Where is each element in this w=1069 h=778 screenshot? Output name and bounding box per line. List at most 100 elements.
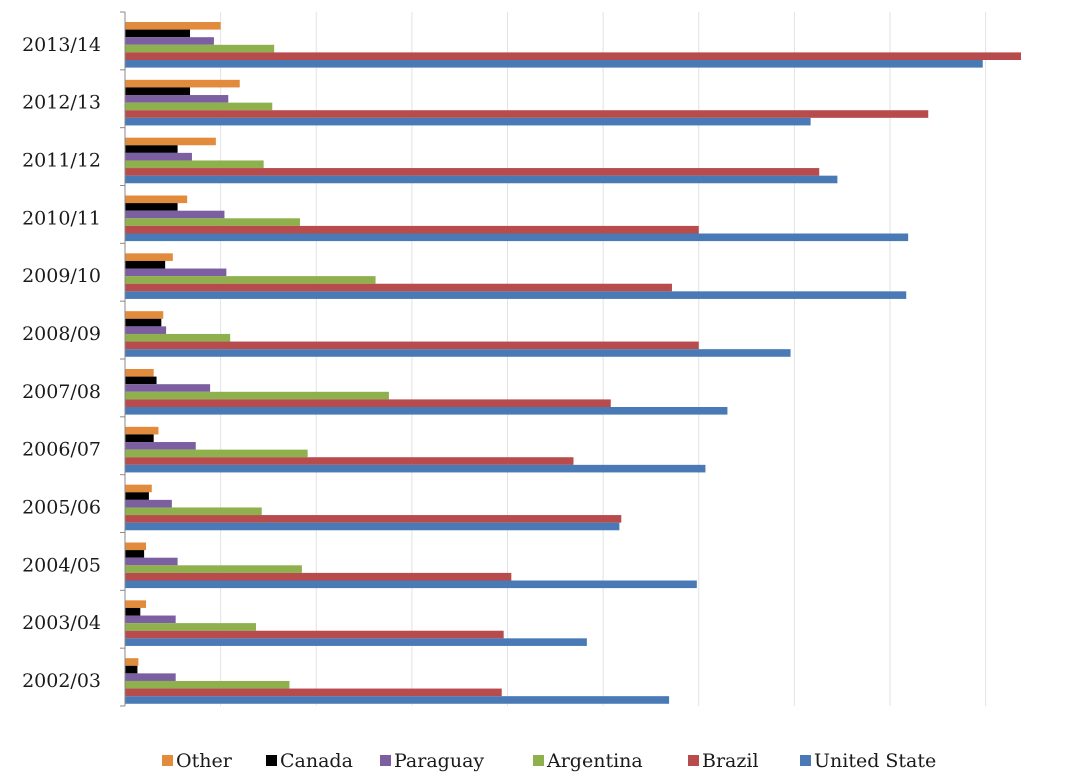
bar-other-2005-06 (125, 484, 152, 493)
bar-united-state-2005-06 (125, 522, 620, 531)
category-label: 2002/03 (22, 670, 101, 692)
category-label: 2013/14 (22, 34, 101, 56)
bar-argentina-2002-03 (125, 680, 290, 689)
bar-canada-2006-07 (125, 434, 154, 443)
bar-brazil-2008-09 (125, 341, 699, 350)
category-label: 2008/09 (22, 323, 101, 345)
bar-other-2007-08 (125, 369, 154, 377)
category-label: 2011/12 (22, 149, 101, 171)
legend-label-other: Other (176, 750, 233, 772)
legend-swatch-argentina (533, 755, 544, 766)
category-label: 2006/07 (22, 439, 101, 461)
bar-paraguay-2005-06 (125, 499, 172, 508)
bar-united-state-2004-05 (125, 580, 697, 589)
bar-other-2003-04 (125, 600, 147, 608)
bar-canada-2007-08 (125, 376, 157, 385)
bar-paraguay-2006-07 (125, 442, 196, 450)
bar-canada-2002-03 (125, 665, 138, 674)
legend-swatch-brazil (688, 755, 699, 766)
bar-brazil-2005-06 (125, 515, 622, 523)
legend: Other Canada Paraguay Argentina Brazil United… (162, 750, 936, 772)
legend-swatch-united-state (800, 755, 811, 766)
bar-paraguay-2009-10 (125, 268, 227, 277)
bar-paraguay-2004-05 (125, 557, 178, 566)
bar-united-state-2003-04 (125, 638, 587, 646)
bar-united-state-2006-07 (125, 464, 706, 473)
bar-canada-2005-06 (125, 492, 149, 500)
legend-swatch-other (162, 755, 173, 766)
bar-argentina-2008-09 (125, 333, 231, 342)
legend-label-paraguay: Paraguay (394, 750, 484, 772)
bar-argentina-2005-06 (125, 507, 262, 516)
bar-brazil-2009-10 (125, 283, 672, 292)
bars (125, 22, 1021, 704)
bar-paraguay-2007-08 (125, 384, 211, 392)
bar-argentina-2003-04 (125, 623, 257, 631)
bar-other-2002-03 (125, 658, 139, 666)
gridlines (220, 12, 987, 706)
bar-brazil-2013-14 (125, 52, 1021, 60)
bar-argentina-2012-13 (125, 102, 273, 111)
legend-label-argentina: Argentina (546, 750, 643, 772)
bar-united-state-2010-11 (125, 233, 909, 242)
bar-united-state-2008-09 (125, 349, 791, 357)
bar-argentina-2006-07 (125, 449, 308, 458)
bar-other-2012-13 (125, 79, 240, 88)
bar-other-2013-14 (125, 22, 221, 30)
legend-swatch-paraguay (380, 755, 391, 766)
bar-brazil-2004-05 (125, 572, 512, 581)
bar-canada-2011-12 (125, 145, 178, 153)
legend-label-brazil: Brazil (702, 750, 759, 772)
bar-united-state-2007-08 (125, 407, 728, 415)
bar-canada-2010-11 (125, 203, 178, 211)
bar-paraguay-2013-14 (125, 37, 214, 45)
bar-brazil-2003-04 (125, 630, 504, 639)
bar-brazil-2006-07 (125, 457, 574, 465)
category-labels: 2013/14 2012/13 2011/12 2010/11 2009/10 2008/… (22, 11, 125, 692)
bar-argentina-2010-11 (125, 218, 300, 226)
bar-other-2011-12 (125, 137, 216, 146)
bar-argentina-2009-10 (125, 276, 376, 284)
bar-canada-2004-05 (125, 550, 145, 558)
category-label: 2012/13 (22, 92, 101, 114)
legend-label-united-state: United State (814, 750, 936, 772)
bar-other-2004-05 (125, 542, 147, 551)
bar-other-2006-07 (125, 426, 159, 435)
category-label: 2003/04 (22, 612, 101, 634)
bar-brazil-2007-08 (125, 399, 611, 407)
bar-argentina-2007-08 (125, 391, 389, 400)
bar-united-state-2012-13 (125, 117, 811, 126)
category-label: 2010/11 (22, 207, 101, 229)
category-label: 2004/05 (22, 554, 101, 576)
bar-brazil-2010-11 (125, 225, 699, 234)
bar-other-2009-10 (125, 253, 173, 261)
bar-argentina-2004-05 (125, 565, 302, 573)
bar-paraguay-2010-11 (125, 210, 225, 219)
bar-paraguay-2011-12 (125, 152, 192, 161)
bar-brazil-2011-12 (125, 168, 820, 176)
bar-united-state-2009-10 (125, 291, 907, 299)
category-label: 2005/06 (22, 496, 101, 518)
bar-brazil-2012-13 (125, 110, 929, 118)
bar-paraguay-2003-04 (125, 615, 176, 624)
bar-united-state-2002-03 (125, 696, 670, 704)
bar-argentina-2013-14 (125, 44, 275, 53)
bar-brazil-2002-03 (125, 688, 502, 697)
bar-paraguay-2012-13 (125, 95, 229, 103)
bar-canada-2009-10 (125, 260, 166, 269)
bar-argentina-2011-12 (125, 160, 264, 169)
bar-canada-2008-09 (125, 318, 162, 327)
bar-paraguay-2002-03 (125, 673, 176, 681)
bar-canada-2013-14 (125, 29, 191, 38)
bar-canada-2003-04 (125, 607, 141, 616)
bar-other-2008-09 (125, 311, 164, 319)
category-label: 2009/10 (22, 265, 101, 287)
category-label: 2007/08 (22, 381, 101, 403)
bar-other-2010-11 (125, 195, 188, 204)
bar-united-state-2011-12 (125, 175, 838, 184)
bar-united-state-2013-14 (125, 60, 983, 68)
bar-paraguay-2008-09 (125, 326, 167, 334)
bar-canada-2012-13 (125, 87, 191, 96)
legend-label-canada: Canada (280, 750, 353, 772)
